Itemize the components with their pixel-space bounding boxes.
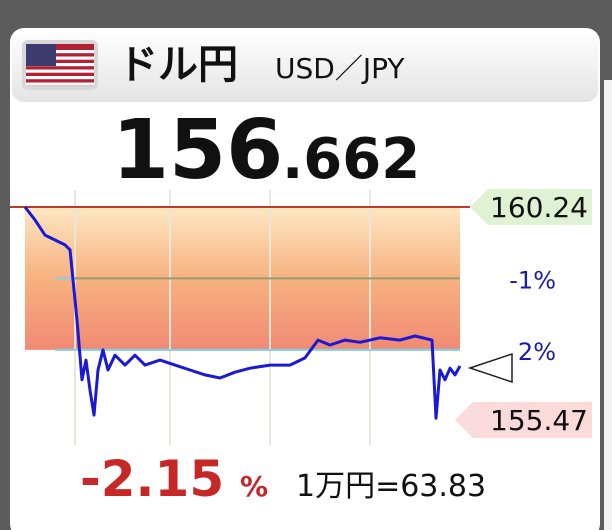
price-decimal: .662 <box>282 127 420 192</box>
level-label: -1% <box>509 266 556 294</box>
next-card <box>604 80 612 530</box>
high-label: 160.24 <box>490 191 588 224</box>
price-line <box>23 206 462 420</box>
low-badge <box>455 401 592 438</box>
change: -2.15 <box>80 450 224 508</box>
chart: -1% 2% 160.24 155.47 <box>10 188 592 445</box>
conversion: 1万円=63.83 <box>296 469 486 504</box>
price-integer: 156 <box>112 103 283 198</box>
title: ドル円 <box>118 42 238 88</box>
low-label: 155.47 <box>490 404 588 437</box>
header <box>12 30 598 102</box>
change-unit: % <box>240 470 268 503</box>
pair: USD／JPY <box>275 52 405 85</box>
current-pointer <box>467 352 513 384</box>
high-badge <box>470 188 592 225</box>
level-label: 2% <box>518 338 556 366</box>
flag <box>22 40 98 90</box>
